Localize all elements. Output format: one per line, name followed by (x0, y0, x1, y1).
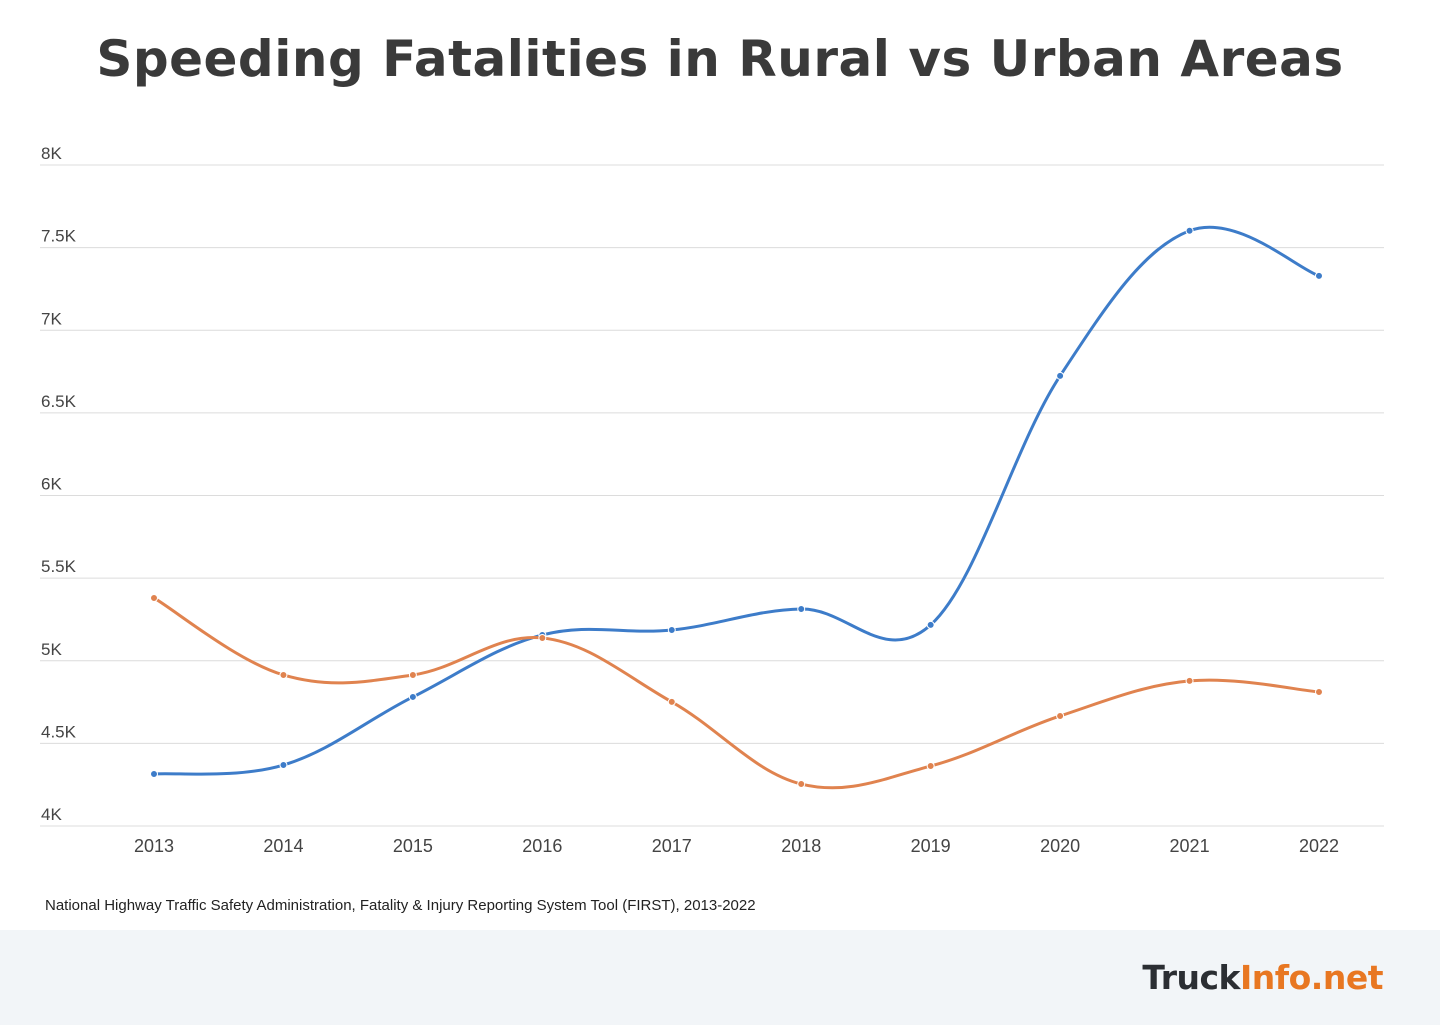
series-0-point (926, 620, 935, 629)
series-1-point (926, 762, 935, 771)
x-tick-label: 2018 (781, 836, 821, 856)
logo-part2: Info.net (1240, 958, 1384, 997)
series-0-point (279, 761, 288, 770)
x-tick-label: 2015 (393, 836, 433, 856)
x-tick-label: 2014 (263, 836, 303, 856)
series-1-point (408, 670, 417, 679)
series-1-point (150, 593, 158, 602)
y-tick-label: 5.5K (41, 557, 77, 576)
series-1-point (538, 633, 547, 642)
y-tick-label: 4.5K (41, 722, 77, 741)
y-tick-label: 5K (41, 640, 62, 659)
x-tick-label: 2016 (522, 836, 562, 856)
series-0-point (667, 626, 676, 635)
series-0-point (1315, 271, 1323, 280)
series-1-point (279, 670, 288, 679)
x-tick-label: 2013 (134, 836, 174, 856)
series-0-point (1185, 226, 1194, 235)
x-tick-label: 2022 (1299, 836, 1339, 856)
series-0-point (797, 605, 806, 614)
x-tick-label: 2017 (652, 836, 692, 856)
line-chart: 4K 4.5K 5K 5.5K 6K 6.5K 7K 7.5K 8K 2013 2014 2015 20… (40, 144, 1384, 856)
x-tick-label: 2021 (1170, 836, 1210, 856)
series-1-point (1185, 676, 1194, 685)
series-1-point (667, 697, 676, 706)
series-0-point (150, 769, 158, 778)
series-1-point (797, 780, 806, 789)
y-tick-label: 6K (41, 475, 62, 494)
series-0-point (1056, 371, 1065, 380)
truckinfo-logo[interactable]: TruckInfo.net (1142, 958, 1383, 997)
y-tick-label: 6.5K (41, 392, 77, 411)
y-tick-label: 8K (41, 144, 62, 163)
y-tick-label: 7K (41, 309, 62, 328)
footer-bar: TruckInfo.net (0, 930, 1440, 1025)
y-tick-label: 4K (41, 805, 62, 824)
x-tick-label: 2019 (911, 836, 951, 856)
chart-title: Speeding Fatalities in Rural vs Urban Ar… (96, 30, 1344, 88)
series-0-line (153, 225, 1320, 776)
source-note: National Highway Traffic Safety Administ… (45, 897, 756, 914)
series-1-line (153, 596, 1320, 790)
series-1-point (1056, 711, 1065, 720)
series-0-point (408, 692, 417, 701)
logo-part1: Truck (1142, 958, 1240, 997)
series-1-point (1315, 687, 1323, 696)
x-tick-label: 2020 (1040, 836, 1080, 856)
y-tick-label: 7.5K (41, 227, 77, 246)
